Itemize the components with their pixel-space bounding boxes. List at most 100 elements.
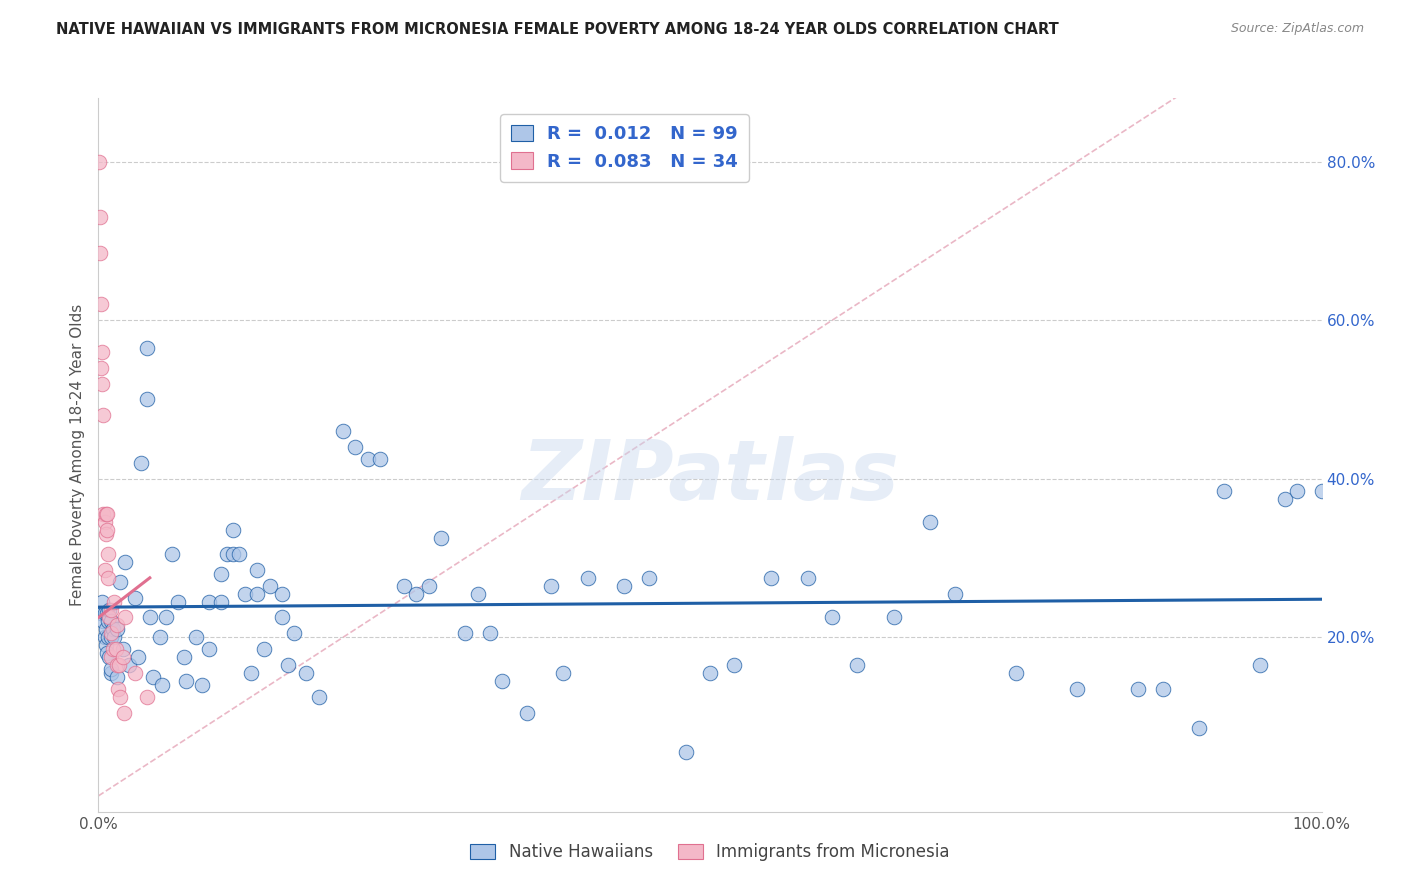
- Point: [209, 566, 232, 581]
- Point: [110, 574, 132, 589]
- Point: [93, 516, 115, 530]
- Point: [129, 456, 152, 470]
- Point: [94, 638, 117, 652]
- Point: [821, 610, 844, 624]
- Point: [761, 571, 783, 585]
- Point: [105, 658, 128, 673]
- Point: [553, 665, 575, 680]
- Point: [228, 547, 250, 561]
- Point: [515, 706, 537, 720]
- Point: [96, 646, 118, 660]
- Point: [124, 665, 146, 680]
- Point: [295, 665, 318, 680]
- Point: [222, 523, 245, 537]
- Point: [118, 658, 141, 673]
- Point: [252, 642, 274, 657]
- Point: [111, 650, 134, 665]
- Point: [1188, 722, 1211, 736]
- Point: [94, 527, 117, 541]
- Point: [883, 610, 905, 624]
- Point: [104, 642, 127, 657]
- Point: [89, 245, 111, 260]
- Point: [101, 642, 124, 657]
- Point: [259, 579, 281, 593]
- Point: [215, 547, 238, 561]
- Point: [155, 610, 177, 624]
- Text: ZIPatlas: ZIPatlas: [522, 436, 898, 516]
- Point: [150, 678, 173, 692]
- Point: [197, 642, 219, 657]
- Point: [101, 623, 124, 637]
- Point: [418, 579, 440, 593]
- Point: [97, 615, 120, 629]
- Point: [100, 665, 122, 680]
- Point: [91, 508, 114, 522]
- Point: [142, 670, 165, 684]
- Point: [845, 658, 868, 673]
- Point: [108, 658, 131, 673]
- Point: [136, 392, 159, 407]
- Point: [332, 424, 354, 438]
- Point: [240, 665, 263, 680]
- Point: [89, 210, 111, 224]
- Point: [491, 673, 513, 688]
- Point: [173, 650, 195, 665]
- Point: [96, 607, 118, 621]
- Point: [100, 602, 122, 616]
- Point: [105, 623, 128, 637]
- Point: [107, 681, 129, 696]
- Point: [246, 563, 269, 577]
- Point: [920, 516, 942, 530]
- Point: [100, 650, 122, 665]
- Point: [1274, 491, 1296, 506]
- Point: [124, 591, 146, 605]
- Point: [540, 579, 562, 593]
- Point: [94, 623, 117, 637]
- Point: [1066, 681, 1088, 696]
- Point: [478, 626, 501, 640]
- Text: NATIVE HAWAIIAN VS IMMIGRANTS FROM MICRONESIA FEMALE POVERTY AMONG 18-24 YEAR OL: NATIVE HAWAIIAN VS IMMIGRANTS FROM MICRO…: [56, 22, 1059, 37]
- Point: [114, 610, 136, 624]
- Point: [405, 587, 427, 601]
- Point: [94, 508, 117, 522]
- Point: [176, 673, 198, 688]
- Point: [100, 615, 122, 629]
- Point: [191, 678, 214, 692]
- Point: [91, 615, 114, 629]
- Point: [197, 594, 219, 608]
- Point: [613, 579, 636, 593]
- Point: [93, 630, 115, 644]
- Point: [160, 547, 183, 561]
- Point: [127, 650, 149, 665]
- Point: [111, 642, 134, 657]
- Point: [308, 690, 330, 704]
- Point: [576, 571, 599, 585]
- Point: [797, 571, 820, 585]
- Point: [149, 630, 172, 644]
- Point: [270, 587, 294, 601]
- Point: [96, 508, 118, 522]
- Point: [103, 594, 125, 608]
- Point: [100, 630, 122, 644]
- Point: [90, 297, 112, 311]
- Point: [246, 587, 269, 601]
- Point: [93, 563, 115, 577]
- Point: [91, 409, 114, 423]
- Point: [430, 531, 453, 545]
- Point: [1128, 681, 1150, 696]
- Point: [1310, 483, 1333, 498]
- Point: [1152, 681, 1174, 696]
- Text: Source: ZipAtlas.com: Source: ZipAtlas.com: [1230, 22, 1364, 36]
- Point: [233, 587, 256, 601]
- Point: [112, 706, 135, 720]
- Point: [356, 451, 378, 466]
- Point: [96, 523, 118, 537]
- Point: [97, 630, 120, 644]
- Point: [91, 344, 114, 359]
- Point: [637, 571, 661, 585]
- Point: [139, 610, 162, 624]
- Point: [114, 555, 136, 569]
- Point: [100, 662, 122, 676]
- Point: [91, 376, 114, 391]
- Point: [98, 610, 121, 624]
